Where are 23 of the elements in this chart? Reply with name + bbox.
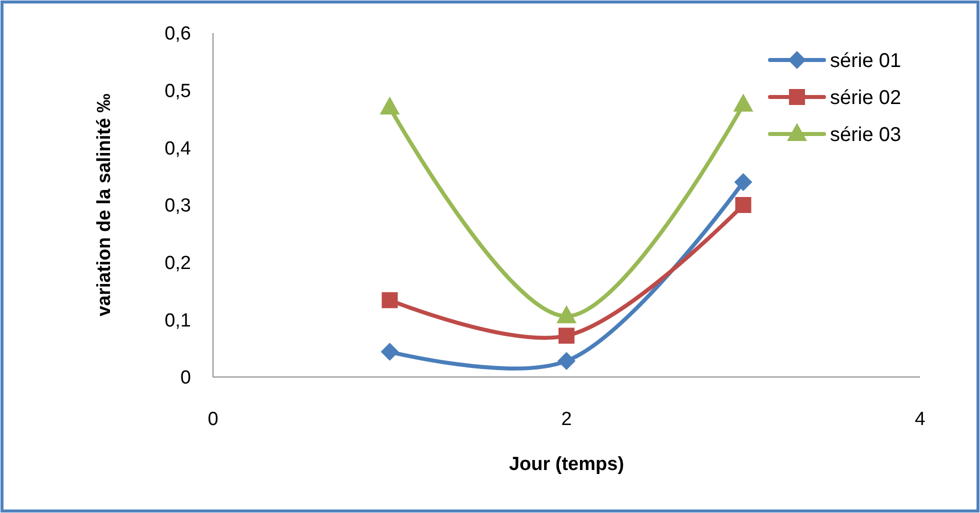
y-axis-title: variation de la salinité ‰ bbox=[94, 94, 115, 316]
point bbox=[734, 173, 752, 192]
point bbox=[558, 328, 574, 344]
y-tick-label: 0,3 bbox=[164, 196, 191, 217]
x-tick-label: 2 bbox=[561, 409, 572, 430]
y-tick-label: 0,6 bbox=[164, 24, 191, 45]
point bbox=[558, 352, 576, 370]
x-tick-label: 0 bbox=[208, 409, 218, 430]
y-tick-label: 0,2 bbox=[164, 252, 191, 274]
point bbox=[380, 96, 400, 115]
x-axis-title: Jour (temps) bbox=[508, 454, 624, 475]
y-tick-label: 0,5 bbox=[164, 80, 191, 102]
point bbox=[735, 197, 752, 213]
point bbox=[733, 94, 754, 112]
legend-label: série 03 bbox=[830, 124, 902, 146]
legend-label: série 01 bbox=[830, 50, 902, 72]
y-tick-label: 0 bbox=[180, 368, 191, 389]
y-tick-label: 0,4 bbox=[164, 138, 192, 160]
y-tick-label: 0,1 bbox=[164, 310, 191, 332]
x-tick-label: 4 bbox=[914, 409, 926, 430]
point bbox=[382, 292, 398, 308]
legend-label: série 02 bbox=[830, 87, 902, 109]
point bbox=[380, 342, 399, 361]
